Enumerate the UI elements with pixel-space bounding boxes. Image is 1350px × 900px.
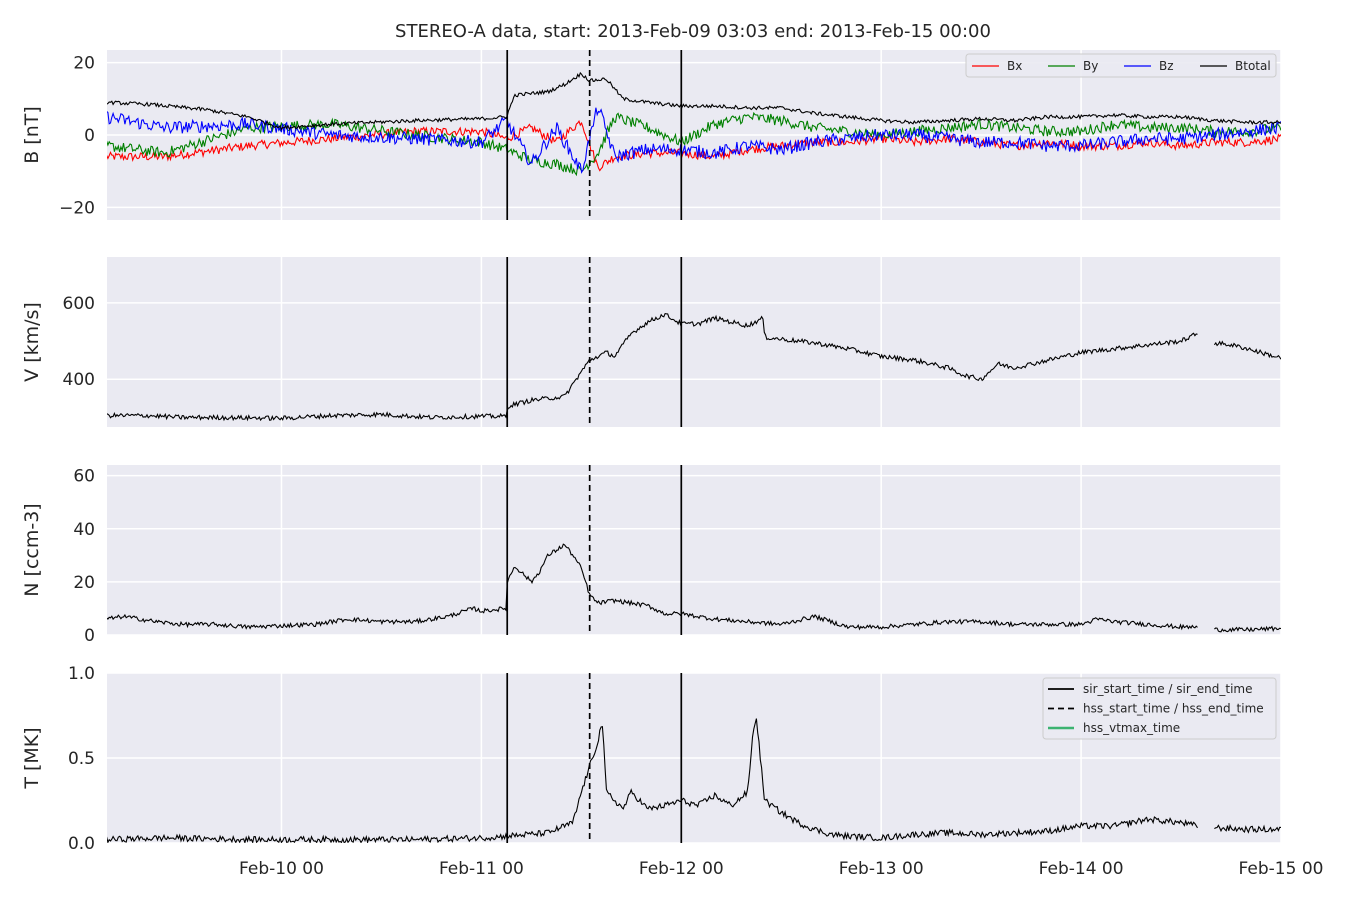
- series-group: [107, 71, 1281, 177]
- y-axis-label: V [km/s]: [21, 302, 43, 382]
- x-tick-label: Feb-15 00: [1239, 859, 1324, 879]
- panel-N: 0 20 40 60 N [ccm-3]: [21, 465, 1282, 646]
- y-tick-label: 0.0: [68, 834, 95, 854]
- y-tick-label: 20: [73, 573, 95, 593]
- y-tick-label: −20: [59, 198, 95, 218]
- series-line-t: [107, 718, 1281, 843]
- legend-label-by: By: [1083, 59, 1098, 73]
- legend-label-btotal: Btotal: [1235, 59, 1271, 73]
- panel-background: [107, 257, 1281, 427]
- y-axis-label: T [MK]: [21, 727, 43, 789]
- y-tick-label: 400: [63, 370, 95, 390]
- panel-V: 400 600 V [km/s]: [21, 257, 1282, 427]
- legend-b: Bx By Bz Btotal: [965, 53, 1277, 78]
- y-tick-label: 20: [73, 54, 95, 74]
- legend-label-bz: Bz: [1159, 59, 1174, 73]
- series-line-btotal: [107, 71, 1281, 131]
- y-tick-label: 60: [73, 467, 95, 487]
- legend-label-event: hss_vtmax_time: [1083, 721, 1180, 735]
- y-axis-label: N [ccm-3]: [21, 503, 43, 596]
- y-tick-label: 1.0: [68, 664, 95, 684]
- legend-label-event: hss_start_time / hss_end_time: [1083, 702, 1264, 716]
- panel-B: −20 0 20 B [nT] Bx By Bz Btotal: [21, 50, 1282, 220]
- y-tick-label: 40: [73, 520, 95, 540]
- x-tick-label: Feb-11 00: [439, 859, 524, 879]
- y-tick-label: 0: [84, 126, 95, 146]
- y-tick-label: 600: [63, 294, 95, 314]
- series-group: [107, 312, 1281, 422]
- y-tick-label: 0.5: [68, 749, 95, 769]
- x-tick-label: Feb-10 00: [239, 859, 324, 879]
- x-tick-label: Feb-14 00: [1039, 859, 1124, 879]
- panel-T: 0.0 0.5 1.0 T [MK] sir_start_time / sir_end_…: [21, 664, 1323, 879]
- legend-frame: [1042, 677, 1277, 740]
- series-group: [107, 718, 1281, 843]
- series-line-bz: [107, 107, 1281, 174]
- panels: −20 0 20 B [nT] Bx By Bz Btotal 400 600 V [km/s] 0 2…: [21, 50, 1323, 879]
- legend-t: sir_start_time / sir_end_time hss_start_t…: [1042, 677, 1277, 740]
- panel-background: [107, 465, 1281, 635]
- x-tick-label: Feb-13 00: [839, 859, 924, 879]
- series-line-v: [107, 312, 1281, 422]
- x-tick-label: Feb-12 00: [639, 859, 724, 879]
- legend-label-bx: Bx: [1007, 59, 1022, 73]
- series-line-n: [107, 543, 1281, 633]
- legend-frame: [965, 53, 1277, 78]
- series-group: [107, 543, 1281, 633]
- legend-label-event: sir_start_time / sir_end_time: [1083, 682, 1253, 696]
- series-line-bx: [107, 119, 1281, 172]
- figure-title: STEREO-A data, start: 2013-Feb-09 03:03 …: [395, 21, 991, 42]
- y-axis-label: B [nT]: [21, 106, 43, 164]
- y-tick-label: 0: [84, 626, 95, 646]
